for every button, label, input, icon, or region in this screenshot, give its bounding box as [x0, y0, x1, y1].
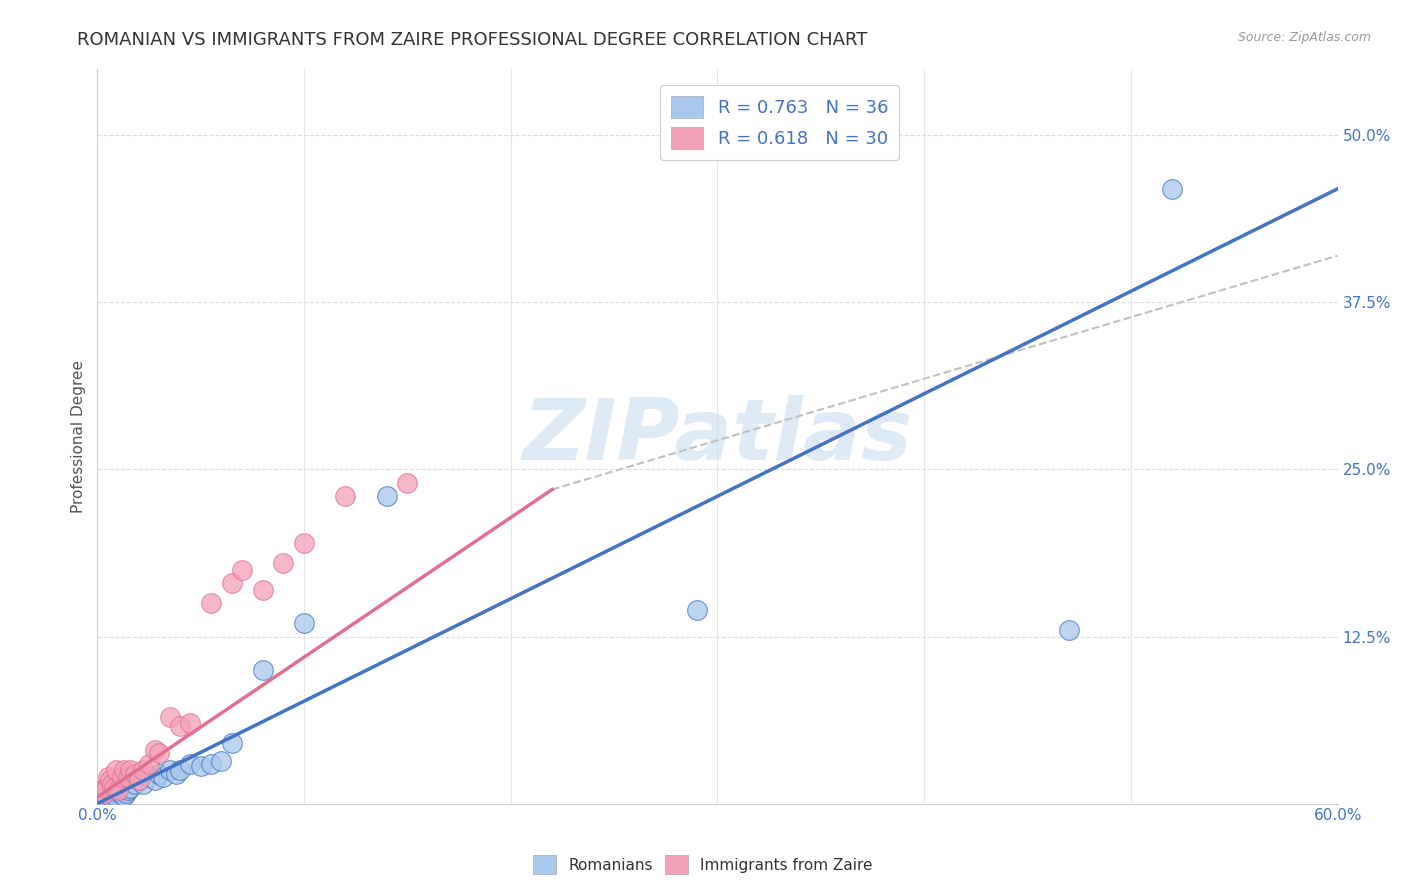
- Point: [94, 780, 117, 795]
- Point: [159, 710, 181, 724]
- Point: [112, 763, 135, 777]
- Point: [252, 582, 274, 597]
- Point: [231, 563, 253, 577]
- Point: [179, 716, 201, 731]
- Point: [98, 789, 121, 803]
- Point: [143, 772, 166, 787]
- Point: [98, 772, 121, 787]
- Point: [1057, 623, 1080, 637]
- Point: [112, 789, 135, 803]
- Point: [124, 767, 146, 781]
- Point: [132, 763, 155, 777]
- Legend: R = 0.763   N = 36, R = 0.618   N = 30: R = 0.763 N = 36, R = 0.618 N = 30: [659, 85, 898, 160]
- Legend: Romanians, Immigrants from Zaire: Romanians, Immigrants from Zaire: [527, 849, 879, 880]
- Point: [148, 767, 170, 781]
- Point: [686, 603, 709, 617]
- Point: [107, 783, 129, 797]
- Point: [252, 663, 274, 677]
- Point: [200, 756, 222, 771]
- Point: [209, 754, 232, 768]
- Point: [292, 536, 315, 550]
- Point: [97, 770, 120, 784]
- Point: [190, 759, 212, 773]
- Text: ROMANIAN VS IMMIGRANTS FROM ZAIRE PROFESSIONAL DEGREE CORRELATION CHART: ROMANIAN VS IMMIGRANTS FROM ZAIRE PROFES…: [77, 31, 868, 49]
- Point: [90, 783, 112, 797]
- Point: [103, 780, 125, 795]
- Point: [93, 786, 115, 800]
- Point: [200, 596, 222, 610]
- Point: [292, 616, 315, 631]
- Point: [375, 489, 398, 503]
- Point: [143, 743, 166, 757]
- Point: [97, 783, 120, 797]
- Point: [111, 770, 134, 784]
- Point: [117, 770, 139, 784]
- Point: [1161, 182, 1184, 196]
- Point: [159, 763, 181, 777]
- Point: [132, 776, 155, 790]
- Point: [101, 776, 124, 790]
- Point: [128, 772, 150, 787]
- Point: [128, 772, 150, 787]
- Point: [93, 786, 115, 800]
- Point: [169, 763, 191, 777]
- Text: ZIPatlas: ZIPatlas: [523, 394, 912, 477]
- Point: [148, 746, 170, 760]
- Point: [103, 784, 125, 798]
- Point: [90, 789, 112, 804]
- Point: [273, 556, 295, 570]
- Point: [120, 763, 142, 777]
- Text: Source: ZipAtlas.com: Source: ZipAtlas.com: [1237, 31, 1371, 45]
- Point: [221, 576, 243, 591]
- Point: [335, 489, 357, 503]
- Point: [179, 756, 201, 771]
- Point: [117, 783, 139, 797]
- Point: [138, 770, 160, 784]
- Point: [221, 736, 243, 750]
- Point: [152, 770, 174, 784]
- Point: [107, 780, 129, 795]
- Y-axis label: Professional Degree: Professional Degree: [72, 359, 86, 513]
- Point: [120, 780, 142, 795]
- Point: [94, 791, 117, 805]
- Point: [104, 763, 127, 777]
- Point: [115, 786, 138, 800]
- Point: [111, 783, 134, 797]
- Point: [165, 767, 187, 781]
- Point: [396, 475, 419, 490]
- Point: [108, 786, 131, 800]
- Point: [138, 756, 160, 771]
- Point: [104, 789, 127, 804]
- Point: [101, 787, 124, 801]
- Point: [124, 776, 146, 790]
- Point: [169, 719, 191, 733]
